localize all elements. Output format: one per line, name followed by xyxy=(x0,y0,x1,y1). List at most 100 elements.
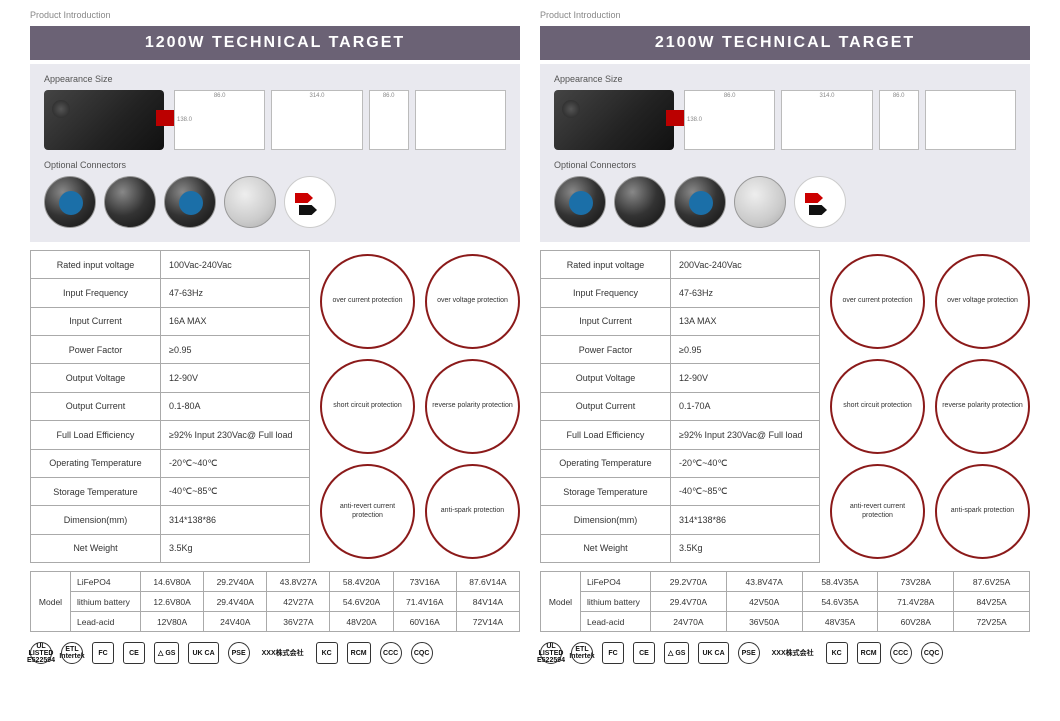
certification-badge: CCC xyxy=(890,642,912,664)
spec-row: Operating Temperature-20℃~40℃ xyxy=(31,449,310,477)
certification-badge: RCM xyxy=(857,642,881,664)
connector-3 xyxy=(164,176,216,228)
spec-val: 314*138*86 xyxy=(671,506,820,534)
model-table-0: ModelLiFePO414.6V80A29.2V40A43.8V27A58.4… xyxy=(30,571,520,632)
model-val: 29.4V40A xyxy=(204,592,267,612)
header-label-left: Product Introduction xyxy=(30,10,520,20)
model-val: 60V28A xyxy=(878,612,954,632)
spec-val: -40℃~85℃ xyxy=(671,477,820,505)
spec-val: ≥0.95 xyxy=(671,336,820,364)
technical-drawings: 86.0 138.0 314.0 86.0 xyxy=(174,90,506,150)
model-val: 24V70A xyxy=(651,612,727,632)
protection-circle: over current protection xyxy=(320,254,415,349)
spec-key: Output Voltage xyxy=(31,364,161,392)
model-val: 29.2V40A xyxy=(204,572,267,592)
model-type: Lead-acid xyxy=(581,612,651,632)
spec-key: Dimension(mm) xyxy=(541,506,671,534)
appearance-row: 86.0 138.0 314.0 86.0 xyxy=(554,90,1016,150)
spec-val: ≥92% Input 230Vac@ Full load xyxy=(161,421,310,449)
spec-key: Input Current xyxy=(31,307,161,335)
product-photo xyxy=(44,90,164,150)
certification-badge: UK CA xyxy=(698,642,728,664)
spec-key: Input Frequency xyxy=(541,279,671,307)
model-val: 54.6V20A xyxy=(330,592,393,612)
spec-row: Dimension(mm)314*138*86 xyxy=(541,506,820,534)
spec-key: Input Current xyxy=(541,307,671,335)
model-val: 14.6V80A xyxy=(141,572,204,592)
spec-key: Full Load Efficiency xyxy=(541,421,671,449)
model-val: 42V50A xyxy=(726,592,802,612)
header-label-right: Product Introduction xyxy=(540,10,1030,20)
protection-circle: anti-spark protection xyxy=(935,464,1030,559)
spec-key: Power Factor xyxy=(541,336,671,364)
spec-key: Rated input voltage xyxy=(31,251,161,279)
model-row: lithium battery12.6V80A29.4V40A42V27A54.… xyxy=(31,592,520,612)
model-val: 87.6V14A xyxy=(456,572,519,592)
spec-val: ≥92% Input 230Vac@ Full load xyxy=(671,421,820,449)
spec-key: Operating Temperature xyxy=(31,449,161,477)
model-tbody-1: ModelLiFePO429.2V70A43.8V47A58.4V35A73V2… xyxy=(541,572,1030,632)
spec-row: Full Load Efficiency≥92% Input 230Vac@ F… xyxy=(31,421,310,449)
spec-row: Net Weight3.5Kg xyxy=(541,534,820,562)
spec-row: Input Current16A MAX xyxy=(31,307,310,335)
spec-key: Output Voltage xyxy=(541,364,671,392)
spec-row: Full Load Efficiency≥92% Input 230Vac@ F… xyxy=(541,421,820,449)
model-row: lithium battery29.4V70A42V50A54.6V35A71.… xyxy=(541,592,1030,612)
spec-row: Output Current0.1-70A xyxy=(541,392,820,420)
spec-row: Storage Temperature-40℃~85℃ xyxy=(31,477,310,505)
spec-val: 0.1-80A xyxy=(161,392,310,420)
cert-row-1: UL LISTED E522594ETL IntertekFCCE△ GSUK … xyxy=(540,642,1030,664)
connector-1 xyxy=(44,176,96,228)
model-val: 87.6V25A xyxy=(954,572,1030,592)
model-type: Lead-acid xyxy=(71,612,141,632)
model-table-1: ModelLiFePO429.2V70A43.8V47A58.4V35A73V2… xyxy=(540,571,1030,632)
connector-5 xyxy=(284,176,336,228)
certification-badge: CE xyxy=(123,642,145,664)
spec-row: Dimension(mm)314*138*86 xyxy=(31,506,310,534)
spec-val: 3.5Kg xyxy=(161,534,310,562)
spec-val: 13A MAX xyxy=(671,307,820,335)
certification-badge: CQC xyxy=(411,642,433,664)
spec-val: -20℃~40℃ xyxy=(161,449,310,477)
connector-1 xyxy=(554,176,606,228)
certification-badge: PSE xyxy=(738,642,760,664)
protection-circle: anti-revert current protection xyxy=(320,464,415,559)
model-label: Model xyxy=(31,572,71,632)
model-val: 54.6V35A xyxy=(802,592,878,612)
connector-4 xyxy=(224,176,276,228)
model-val: 84V14A xyxy=(456,592,519,612)
model-val: 24V40A xyxy=(204,612,267,632)
protection-circle: anti-revert current protection xyxy=(830,464,925,559)
appearance-row: 86.0 138.0 314.0 86.0 xyxy=(44,90,506,150)
model-val: 71.4V28A xyxy=(878,592,954,612)
title-bar: 1200W TECHNICAL TARGET xyxy=(30,26,520,60)
drawing-side: 86.0 138.0 xyxy=(174,90,265,150)
connectors-label: Optional Connectors xyxy=(554,160,1016,170)
spec-val: 3.5Kg xyxy=(671,534,820,562)
spec-row: Storage Temperature-40℃~85℃ xyxy=(541,477,820,505)
certification-badge: ETL Intertek xyxy=(571,642,593,664)
model-val: 36V50A xyxy=(726,612,802,632)
spec-val: -20℃~40℃ xyxy=(671,449,820,477)
spec-val: 16A MAX xyxy=(161,307,310,335)
spec-val: 47-63Hz xyxy=(671,279,820,307)
protection-circle: over voltage protection xyxy=(935,254,1030,349)
cert-row-0: UL LISTED E522594ETL IntertekFCCE△ GSUK … xyxy=(30,642,520,664)
spec-key: Dimension(mm) xyxy=(31,506,161,534)
model-type: LiFePO4 xyxy=(71,572,141,592)
spec-key: Storage Temperature xyxy=(31,477,161,505)
model-type: LiFePO4 xyxy=(581,572,651,592)
spec-row: Output Voltage12-90V xyxy=(541,364,820,392)
appearance-label: Appearance Size xyxy=(554,74,1016,84)
model-row: ModelLiFePO414.6V80A29.2V40A43.8V27A58.4… xyxy=(31,572,520,592)
model-val: 72V25A xyxy=(954,612,1030,632)
connector-2 xyxy=(614,176,666,228)
drawing-top: 314.0 xyxy=(781,90,872,150)
page-1200w: Product Introduction 1200W TECHNICAL TAR… xyxy=(30,10,520,711)
spec-tbody-0: Rated input voltage100Vac-240VacInput Fr… xyxy=(31,251,310,563)
spec-val: -40℃~85℃ xyxy=(161,477,310,505)
spec-row: Output Voltage12-90V xyxy=(31,364,310,392)
spec-key: Net Weight xyxy=(31,534,161,562)
technical-drawings: 86.0 138.0 314.0 86.0 xyxy=(684,90,1016,150)
certification-badge: UL LISTED E522594 xyxy=(30,642,52,664)
